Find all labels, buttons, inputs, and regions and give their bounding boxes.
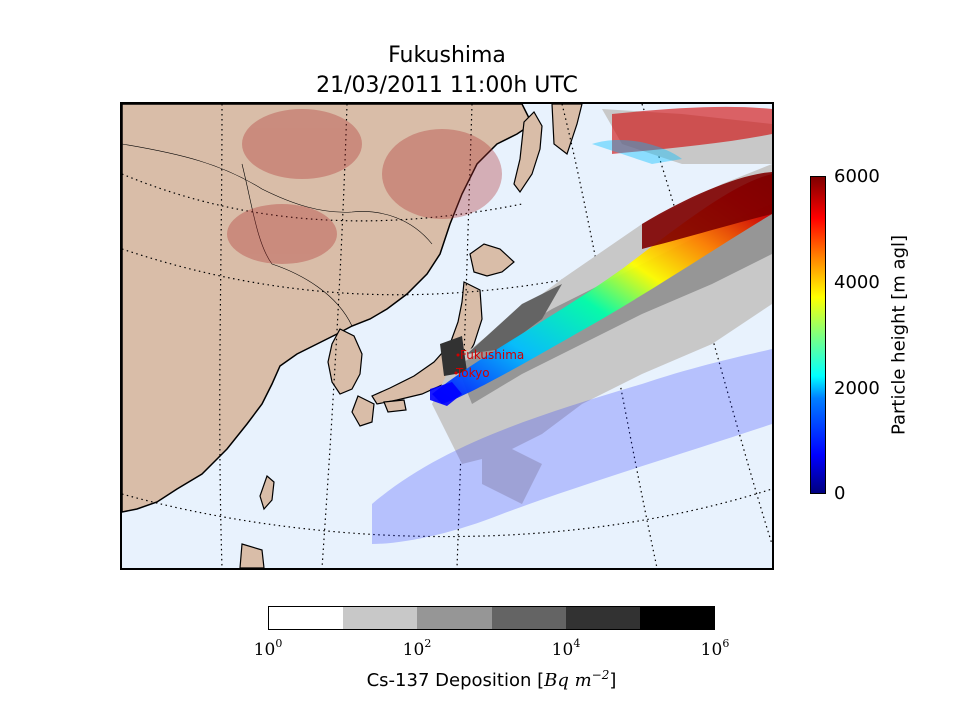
deposition-tick-1e6: 106 — [701, 637, 730, 660]
map-canvas: Fukushima Tokyo — [122, 104, 772, 568]
city-fukushima: Fukushima — [457, 348, 525, 362]
deposition-bin — [343, 607, 417, 629]
deposition-tick-1e4: 104 — [552, 637, 581, 660]
city-tokyo: Tokyo — [455, 366, 490, 380]
deposition-tick-1e2: 102 — [403, 637, 432, 660]
height-tick-2000: 2000 — [834, 379, 880, 399]
deposition-colorbar-label: Cs-137 Deposition [Bq m−2] — [268, 668, 715, 691]
shikoku-island — [384, 400, 406, 412]
city-label-fukushima: Fukushima — [460, 348, 524, 362]
city-label-tokyo: Tokyo — [455, 366, 490, 380]
deposition-colorbar — [268, 606, 715, 630]
map-title: Fukushima — [120, 42, 774, 70]
deposition-bin — [269, 607, 343, 629]
deposition-bin — [492, 607, 566, 629]
height-tick-6000: 6000 — [834, 167, 880, 187]
map-panel: Fukushima Tokyo — [120, 102, 774, 570]
deposition-bin — [640, 607, 714, 629]
height-tick-4000: 4000 — [834, 273, 880, 293]
height-colorbar-label: Particle height [m agl] — [889, 235, 910, 435]
deposition-bin — [417, 607, 491, 629]
map-subtitle-timestamp: 21/03/2011 11:00h UTC — [120, 72, 774, 100]
height-tick-0: 0 — [834, 484, 845, 504]
deposition-tick-1e0: 100 — [254, 637, 283, 660]
particle-height-colorbar — [810, 176, 826, 494]
deposition-bin — [566, 607, 640, 629]
